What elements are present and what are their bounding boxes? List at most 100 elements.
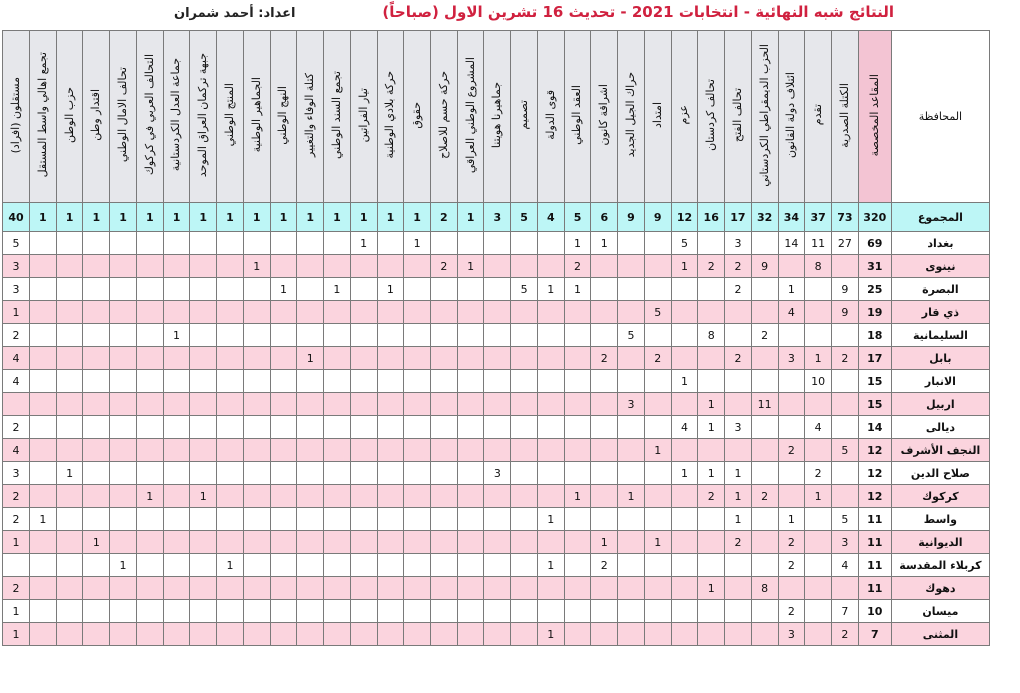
province-seats: 18 <box>857 323 892 347</box>
seat-cell <box>109 323 137 347</box>
seat-cell: 2 <box>777 599 806 623</box>
seat-cell: 3 <box>777 346 806 370</box>
seat-cell <box>536 231 565 255</box>
party-column-header: تجمع اهالي واسط المستقل <box>28 30 57 203</box>
seat-cell: 3 <box>2 461 30 485</box>
party-name: تحالف كردستان <box>704 79 718 151</box>
seat-cell: 1 <box>697 392 726 416</box>
seat-cell: 8 <box>697 323 726 347</box>
total-cell: 1 <box>189 202 218 232</box>
seat-cell <box>403 300 431 324</box>
seat-cell <box>831 254 859 278</box>
seat-cell <box>296 461 325 485</box>
seat-cell <box>162 231 191 255</box>
seat-cell: 10 <box>804 369 833 393</box>
seat-cell <box>510 323 538 347</box>
party-name: المنتج الوطني <box>222 83 236 147</box>
seat-cell <box>109 622 137 646</box>
seat-cell: 3 <box>777 622 806 646</box>
seat-cell <box>643 599 672 623</box>
seat-cell <box>643 323 672 347</box>
seat-cell <box>296 622 325 646</box>
party-name: حراك الجيل الجديد <box>623 72 637 158</box>
seat-cell <box>403 369 431 393</box>
party-column-header: الحزب الديمقراطي الكردستاني <box>750 30 779 203</box>
seat-cell <box>750 622 779 646</box>
seat-cell <box>216 369 244 393</box>
seat-cell <box>28 599 57 623</box>
seat-cell <box>28 438 57 462</box>
seat-cell <box>189 530 218 554</box>
seat-cell <box>242 461 271 485</box>
seat-cell <box>349 392 378 416</box>
seat-cell <box>28 415 57 439</box>
seat-cell: 1 <box>697 461 726 485</box>
seat-cell <box>831 576 859 600</box>
seat-cell: 1 <box>617 484 645 508</box>
seat-cell <box>536 415 565 439</box>
seat-cell <box>82 461 111 485</box>
seat-cell <box>242 323 271 347</box>
seat-cell <box>269 622 298 646</box>
seat-cell: 2 <box>590 346 619 370</box>
seat-cell <box>777 392 806 416</box>
party-column-header: تصميم <box>510 30 538 203</box>
seat-cell <box>456 484 485 508</box>
seat-cell <box>323 461 351 485</box>
seat-cell <box>323 300 351 324</box>
table-row: الديوانية 11 3 2 2 1 1 1 1 <box>2 530 991 554</box>
seat-cell <box>296 323 325 347</box>
seat-cell: 2 <box>590 553 619 577</box>
party-column-header: عزم <box>670 30 699 203</box>
seat-cell <box>216 323 244 347</box>
party-name: حقوق <box>410 101 424 129</box>
seats-column-header: المقاعد المخصصة <box>857 30 892 203</box>
seat-cell <box>323 392 351 416</box>
seat-cell: 1 <box>724 461 752 485</box>
seat-cell <box>82 622 111 646</box>
seat-cell <box>456 599 485 623</box>
seat-cell <box>510 484 538 508</box>
seat-cell <box>617 576 645 600</box>
seat-cell <box>563 438 592 462</box>
seat-cell <box>510 415 538 439</box>
seat-cell <box>376 231 405 255</box>
total-cell: 1 <box>216 202 244 232</box>
seat-cell <box>617 415 645 439</box>
total-cell: 40 <box>2 202 30 232</box>
province-seats: 31 <box>857 254 892 278</box>
seat-cell <box>296 484 325 508</box>
seat-cell <box>670 484 699 508</box>
seat-cell <box>189 300 218 324</box>
province-name: المثنى <box>890 622 991 646</box>
seat-cell <box>617 553 645 577</box>
seat-cell: 5 <box>831 507 859 531</box>
seat-cell <box>510 254 538 278</box>
seat-cell <box>189 599 218 623</box>
seat-cell <box>430 231 458 255</box>
seat-cell <box>242 622 271 646</box>
seat-cell <box>483 346 512 370</box>
seat-cell <box>216 622 244 646</box>
total-cell: 9 <box>643 202 672 232</box>
seat-cell <box>750 346 779 370</box>
total-seats: 320 <box>857 202 892 232</box>
seat-cell <box>162 622 191 646</box>
seats-column-header-label: المقاعد المخصصة <box>867 73 881 157</box>
seat-cell <box>296 254 325 278</box>
total-cell: 1 <box>109 202 137 232</box>
party-column-header: جماهيرنا هويتنا <box>483 30 512 203</box>
seat-cell <box>162 438 191 462</box>
seat-cell <box>109 461 137 485</box>
seat-cell <box>55 254 84 278</box>
seat-cell <box>376 438 405 462</box>
seat-cell <box>724 622 752 646</box>
seat-cell <box>403 254 431 278</box>
seat-cell <box>750 507 779 531</box>
seat-cell <box>28 530 57 554</box>
party-column-header: تقدم <box>804 30 833 203</box>
seat-cell: 2 <box>697 484 726 508</box>
seat-cell: 5 <box>617 323 645 347</box>
seat-cell <box>563 576 592 600</box>
seat-cell: 3 <box>724 231 752 255</box>
